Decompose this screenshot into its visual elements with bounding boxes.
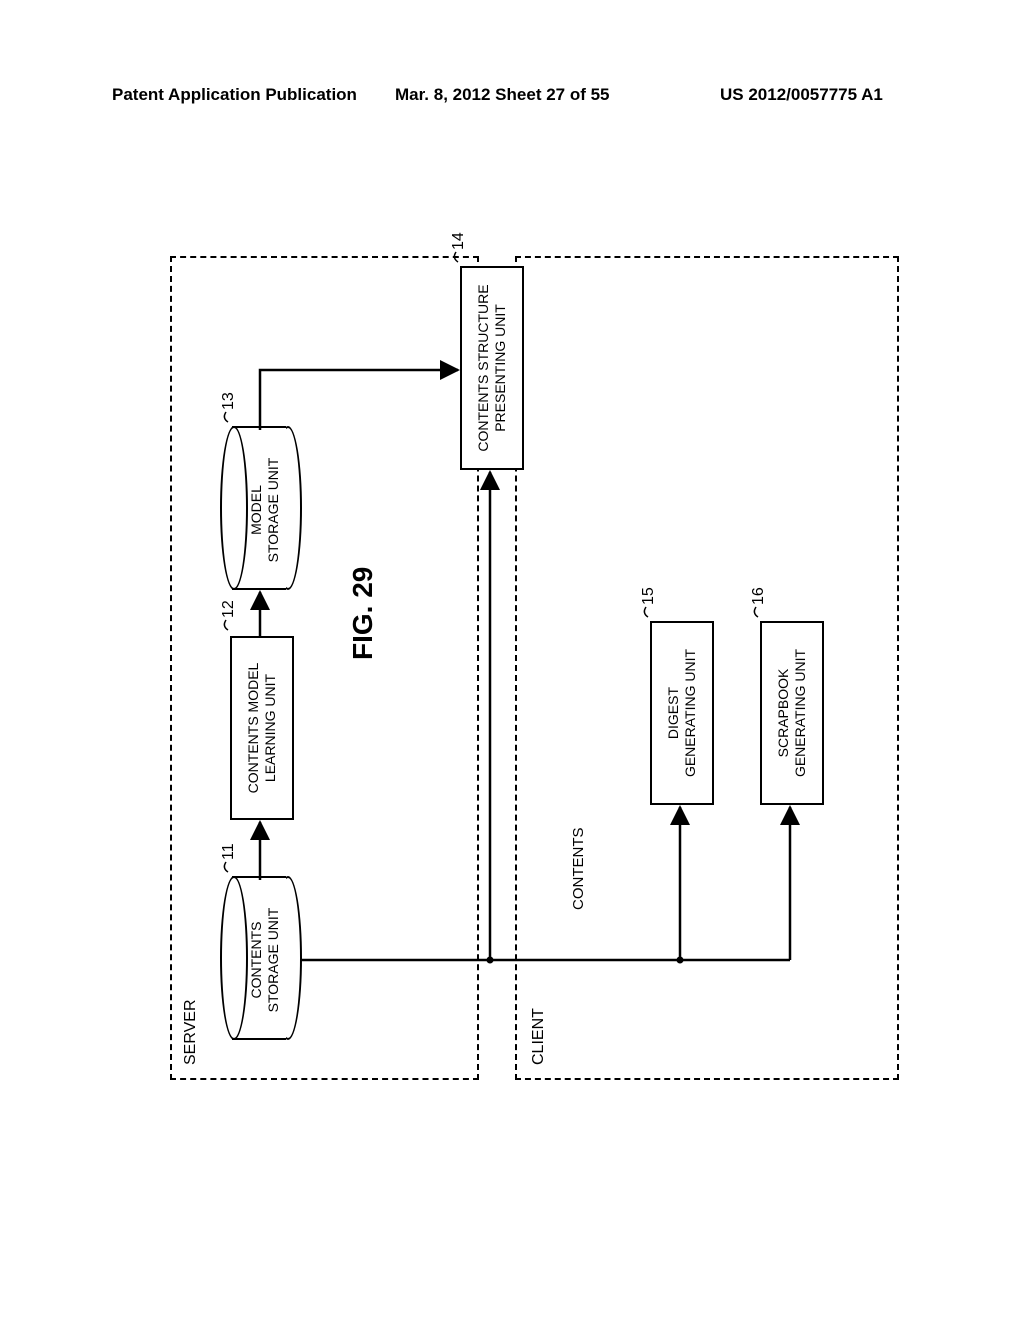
scrapbook-label-1: SCRAPBOOK — [775, 669, 791, 758]
scrapbook-label-2: GENERATING UNIT — [792, 649, 808, 777]
digest-label-2: GENERATING UNIT — [682, 649, 698, 777]
server-group — [170, 256, 479, 1080]
header-center: Mar. 8, 2012 Sheet 27 of 55 — [395, 85, 610, 105]
ref-14: 14 — [450, 232, 468, 250]
model-storage-label-2: STORAGE UNIT — [265, 458, 281, 563]
model-storage-label-1: MODEL — [248, 485, 264, 535]
header-right: US 2012/0057775 A1 — [720, 85, 883, 105]
contents-storage-label-1: CONTENTS — [248, 922, 264, 999]
diagram: SERVER CLIENT CONTENTS STORAGE UNIT 11 C… — [170, 240, 900, 1170]
digest-generating-unit: DIGEST GENERATING UNIT — [650, 621, 714, 805]
presenting-label-2: PRESENTING UNIT — [492, 304, 508, 432]
ref-12: 12 — [220, 600, 238, 618]
contents-model-learning-unit: CONTENTS MODEL LEARNING UNIT — [230, 636, 294, 820]
digest-label-1: DIGEST — [665, 687, 681, 739]
scrapbook-generating-unit: SCRAPBOOK GENERATING UNIT — [760, 621, 824, 805]
contents-storage-label-2: STORAGE UNIT — [265, 908, 281, 1013]
client-label: CLIENT — [530, 1008, 548, 1065]
ref-16: 16 — [750, 587, 768, 605]
model-storage-unit: MODEL STORAGE UNIT — [220, 430, 298, 590]
contents-structure-presenting-unit: CONTENTS STRUCTURE PRESENTING UNIT — [460, 266, 524, 470]
ref-11: 11 — [220, 843, 238, 860]
ref-13: 13 — [220, 392, 238, 410]
header-left: Patent Application Publication — [112, 85, 357, 105]
ref-15: 15 — [640, 587, 658, 605]
contents-edge-label: CONTENTS — [570, 828, 587, 911]
contents-storage-unit: CONTENTS STORAGE UNIT — [220, 880, 298, 1040]
presenting-label-1: CONTENTS STRUCTURE — [475, 284, 491, 451]
server-label: SERVER — [182, 999, 200, 1065]
learning-label-2: LEARNING UNIT — [262, 674, 278, 782]
learning-label-1: CONTENTS MODEL — [245, 663, 261, 794]
